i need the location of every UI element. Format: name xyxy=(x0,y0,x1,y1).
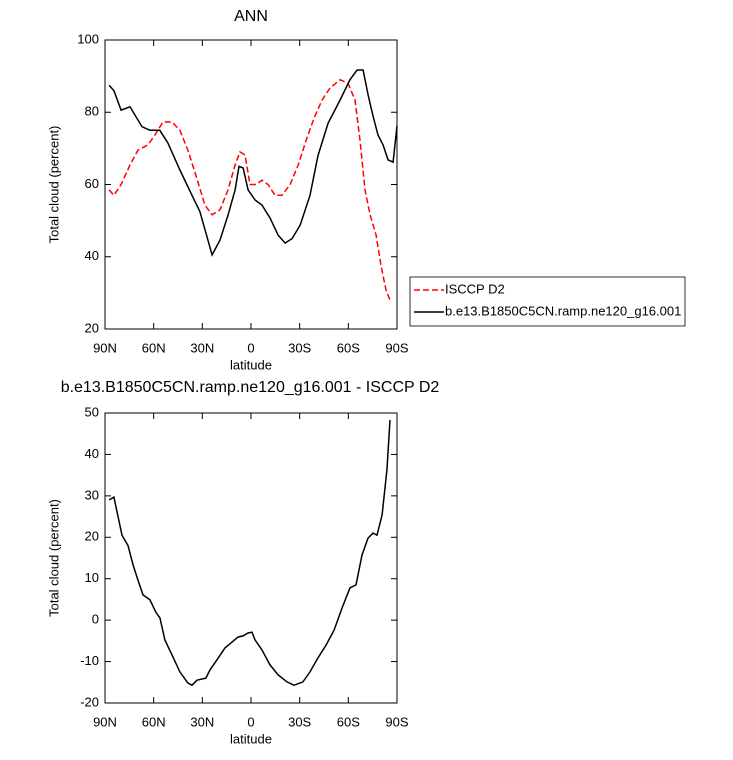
y-tick-label: 20 xyxy=(85,529,99,544)
y-tick-label: -20 xyxy=(80,694,99,709)
y-tick-label: 0 xyxy=(92,612,99,627)
y-tick-label: 100 xyxy=(77,31,99,46)
y-tick-label: 60 xyxy=(85,176,99,191)
x-tick-label: 30N xyxy=(190,714,214,729)
chart-title: b.e13.B1850C5CN.ramp.ne120_g16.001 - ISC… xyxy=(61,379,440,396)
x-tick-label: 60S xyxy=(337,340,360,355)
x-tick-label: 30N xyxy=(190,340,214,355)
x-tick-label: 0 xyxy=(247,340,254,355)
y-tick-label: 40 xyxy=(85,446,99,461)
y-tick-label: 40 xyxy=(85,248,99,263)
y-axis-label: Total cloud (percent) xyxy=(46,126,61,244)
x-tick-label: 60N xyxy=(142,714,166,729)
y-axis-label: Total cloud (percent) xyxy=(46,499,61,617)
x-tick-label: 90N xyxy=(93,714,117,729)
data-line xyxy=(108,78,391,301)
x-tick-label: 90N xyxy=(93,340,117,355)
y-tick-label: 50 xyxy=(85,404,99,419)
y-tick-label: 20 xyxy=(85,320,99,335)
x-tick-label: 60S xyxy=(337,714,360,729)
y-tick-label: 80 xyxy=(85,104,99,119)
y-tick-label: 10 xyxy=(85,570,99,585)
chart-title: ANN xyxy=(234,8,268,25)
data-line xyxy=(108,69,398,257)
x-tick-label: 0 xyxy=(247,714,254,729)
x-tick-label: 90S xyxy=(385,714,408,729)
x-tick-label: 30S xyxy=(288,714,311,729)
x-tick-label: 60N xyxy=(142,340,166,355)
plot-frame xyxy=(104,412,398,704)
y-tick-label: -10 xyxy=(80,653,99,668)
x-axis-label: latitude xyxy=(230,731,272,746)
legend-label: ISCCP D2 xyxy=(445,281,505,296)
legend-box xyxy=(409,276,686,327)
x-tick-label: 30S xyxy=(288,340,311,355)
legend-label: b.e13.B1850C5CN.ramp.ne120_g16.001 xyxy=(445,303,681,318)
y-tick-label: 30 xyxy=(85,487,99,502)
x-axis-label: latitude xyxy=(230,357,272,372)
data-line xyxy=(108,419,391,687)
x-tick-label: 90S xyxy=(385,340,408,355)
